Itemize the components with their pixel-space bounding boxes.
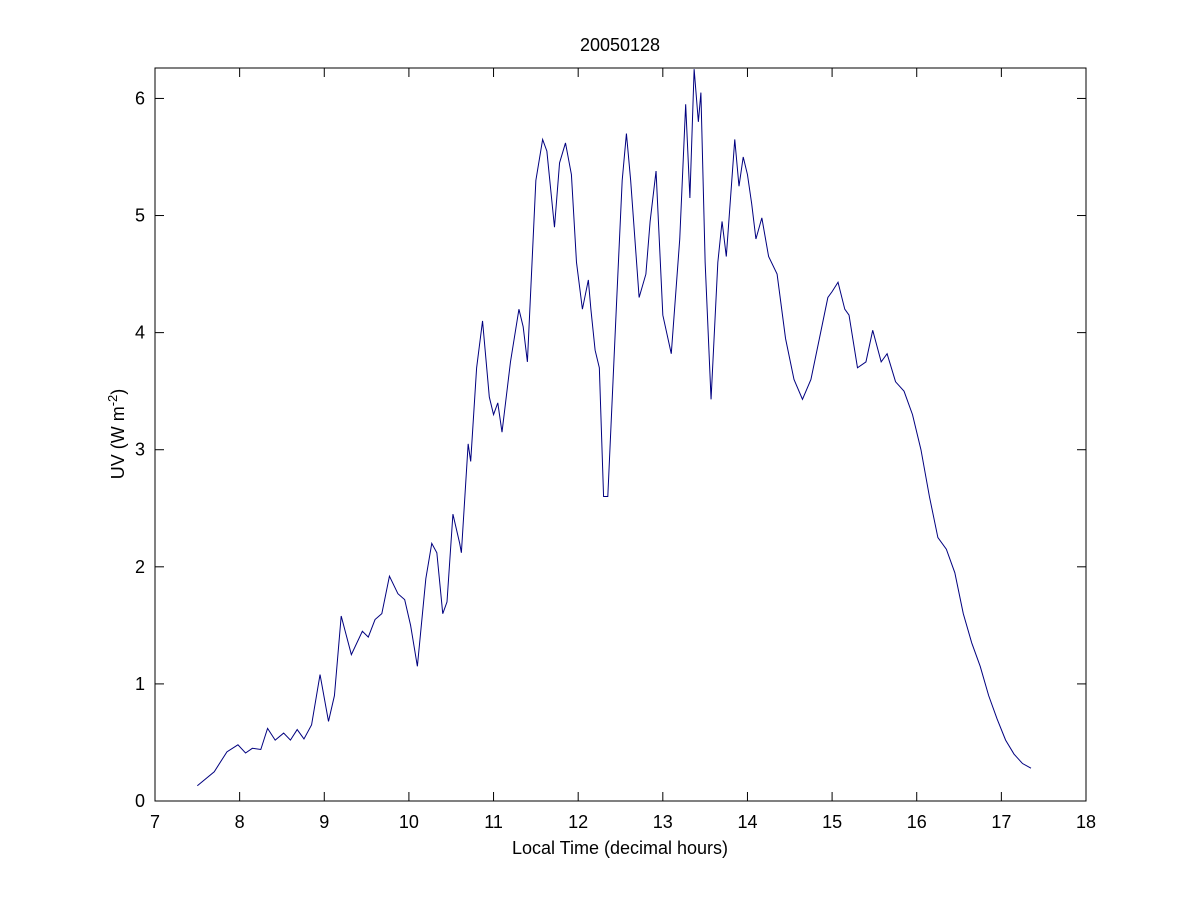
x-tick-label: 14 bbox=[737, 812, 757, 832]
y-tick-label: 0 bbox=[135, 791, 145, 811]
y-tick-label: 6 bbox=[135, 88, 145, 108]
y-label-suffix: ) bbox=[108, 389, 128, 395]
x-tick-label: 7 bbox=[150, 812, 160, 832]
x-tick-label: 13 bbox=[653, 812, 673, 832]
y-label-sup: -2 bbox=[105, 395, 120, 407]
x-tick-label: 11 bbox=[484, 812, 503, 832]
y-tick-label: 5 bbox=[135, 206, 145, 226]
y-tick-label: 4 bbox=[135, 323, 145, 343]
x-tick-label: 12 bbox=[568, 812, 588, 832]
x-tick-label: 10 bbox=[399, 812, 419, 832]
y-label-text: UV (W m bbox=[108, 406, 128, 479]
y-tick-label: 2 bbox=[135, 557, 145, 577]
x-tick-label: 15 bbox=[822, 812, 842, 832]
x-tick-label: 8 bbox=[235, 812, 245, 832]
x-tick-label: 16 bbox=[907, 812, 927, 832]
y-tick-label: 1 bbox=[135, 674, 145, 694]
x-tick-label: 18 bbox=[1076, 812, 1096, 832]
y-tick-label: 3 bbox=[135, 440, 145, 460]
plot-frame bbox=[154, 67, 1087, 802]
chart-title: 20050128 bbox=[580, 35, 660, 55]
y-axis-label: UV (W m-2) bbox=[105, 389, 128, 480]
x-axis-label: Local Time (decimal hours) bbox=[512, 838, 728, 858]
data-line bbox=[197, 69, 1032, 787]
x-tick-label: 17 bbox=[991, 812, 1011, 832]
x-tick-label: 9 bbox=[319, 812, 329, 832]
